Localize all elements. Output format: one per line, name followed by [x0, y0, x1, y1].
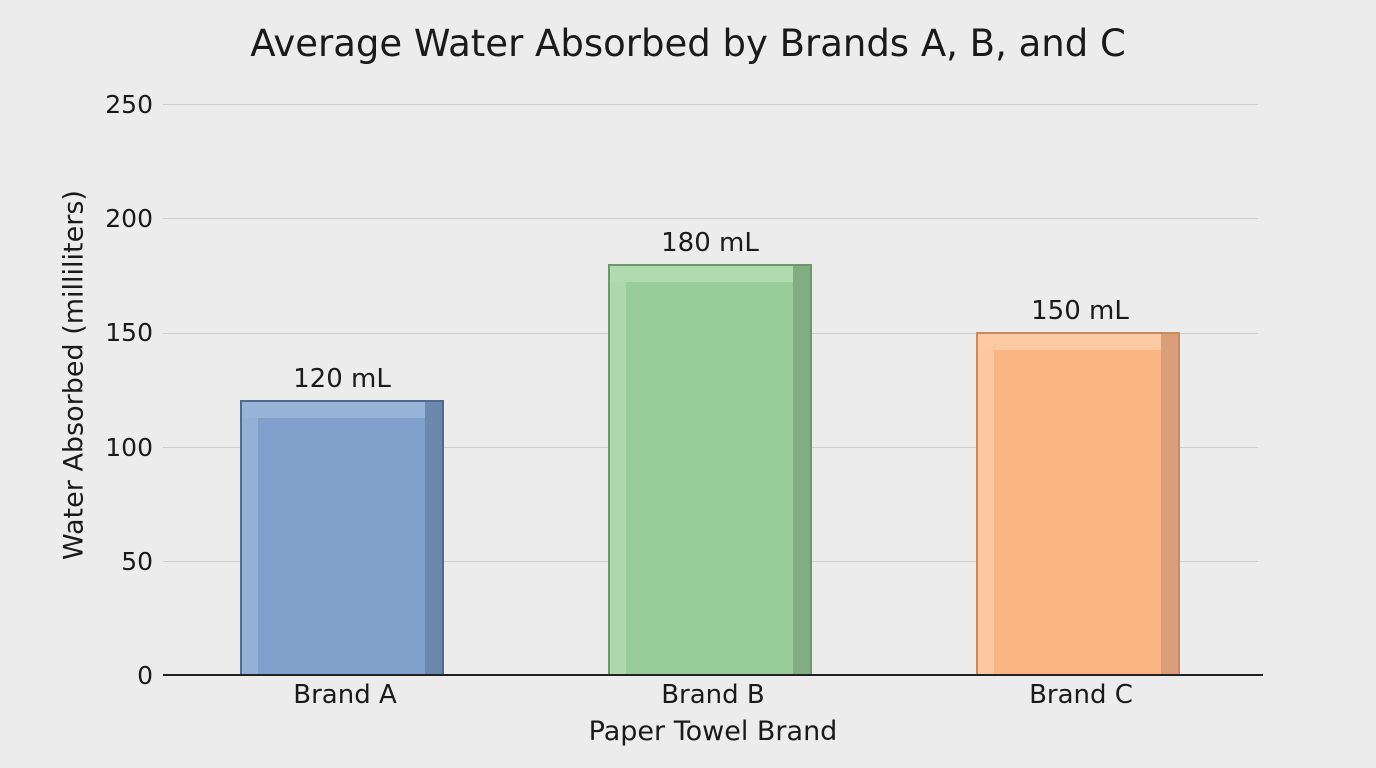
- y-tick: 100: [105, 433, 153, 462]
- x-tick: Brand B: [661, 680, 765, 710]
- data-label: 180 mL: [661, 228, 759, 258]
- y-tick: 50: [121, 547, 153, 576]
- gridline: [163, 104, 1258, 105]
- y-tick: 150: [105, 318, 153, 347]
- x-tick: Brand A: [293, 680, 397, 710]
- y-tick: 250: [105, 90, 153, 119]
- y-axis-label: Water Absorbed (milliliters): [58, 190, 90, 560]
- y-tick: 0: [137, 661, 153, 690]
- x-axis-line: [163, 674, 1263, 676]
- y-tick: 200: [105, 204, 153, 233]
- bar-brand-c: [976, 332, 1180, 676]
- chart-title: Average Water Absorbed by Brands A, B, a…: [250, 22, 1126, 65]
- gridline: [163, 218, 1258, 219]
- data-label: 150 mL: [1031, 296, 1129, 326]
- bar-brand-a: [240, 400, 444, 676]
- data-label: 120 mL: [293, 364, 391, 394]
- x-tick: Brand C: [1029, 680, 1133, 710]
- x-axis-label: Paper Towel Brand: [588, 716, 838, 747]
- bar-brand-b: [608, 264, 812, 676]
